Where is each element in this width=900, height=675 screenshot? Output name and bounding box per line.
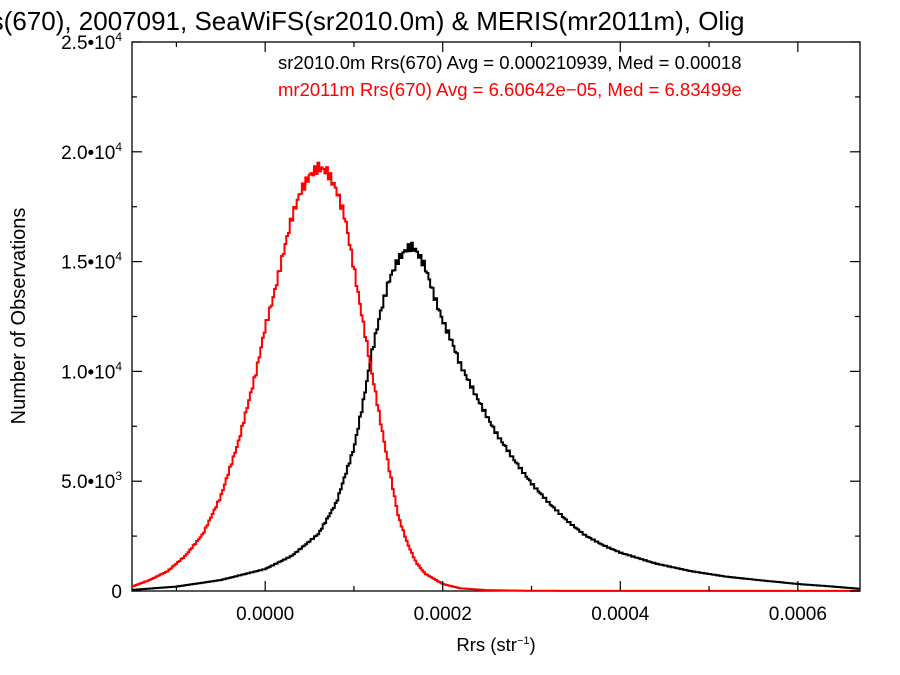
series-layer — [132, 161, 860, 592]
ticks-layer — [132, 41, 860, 592]
x-tick-label: 0.0006 — [769, 604, 827, 625]
y-tick-mantissa: 2.0•10 — [61, 143, 115, 164]
y-tick-exponent: 4 — [115, 359, 122, 373]
series-line-sr2010.0m — [132, 241, 860, 591]
y-tick-label: 2.5•104 — [61, 30, 122, 54]
legend-entry-mr2011: mr2011m Rrs(670) Avg = 6.60642e−05, Med … — [278, 79, 742, 100]
y-tick-exponent: 4 — [115, 250, 122, 264]
y-tick-mantissa: 1.5•10 — [61, 253, 115, 274]
y-tick-mantissa: 5.0•10 — [61, 472, 115, 493]
series-line-mr2011m — [132, 161, 860, 592]
y-tick-exponent: 4 — [115, 140, 122, 154]
y-tick-mantissa: 2.5•10 — [61, 33, 115, 54]
chart-title: rs(670), 2007091, SeaWiFS(sr2010.0m) & M… — [0, 6, 744, 36]
x-tick-label: 0.0004 — [591, 604, 650, 625]
y-tick-exponent: 3 — [115, 469, 122, 483]
y-tick-label: 2.0•104 — [61, 140, 122, 164]
x-axis-label-close: ) — [530, 634, 536, 655]
y-tick-mantissa: 1.0•10 — [61, 362, 115, 383]
x-axis-label-main: Rrs (str — [456, 634, 517, 655]
legend-entry-sr2010: sr2010.0m Rrs(670) Avg = 0.000210939, Me… — [278, 52, 742, 73]
x-tick-labels: 0.0000 0.0002 0.0004 0.0006 — [236, 604, 827, 625]
y-tick-exponent: 4 — [115, 30, 122, 44]
y-tick-label: 1.5•104 — [61, 250, 122, 274]
x-tick-label: 0.0002 — [414, 604, 472, 625]
x-axis-label-exponent: −1 — [517, 635, 530, 647]
y-axis-label: Number of Observations — [8, 208, 30, 425]
y-tick-label: 5.0•103 — [61, 469, 122, 493]
x-tick-label: 0.0000 — [236, 604, 294, 625]
y-tick-label: 0 — [111, 582, 122, 603]
x-axis-label: Rrs (str−1) — [456, 634, 535, 655]
y-tick-label: 1.0•104 — [61, 359, 122, 383]
y-tick-mantissa: 0 — [111, 582, 122, 603]
